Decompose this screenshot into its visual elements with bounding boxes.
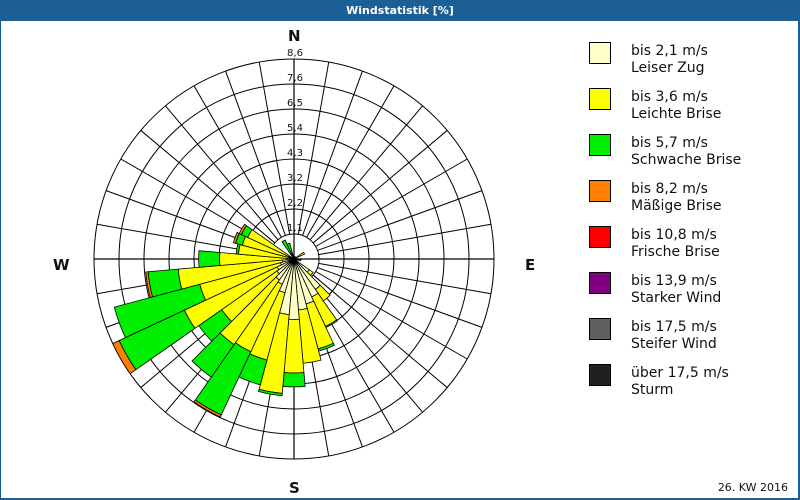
- legend-range: bis 3,6 m/s: [631, 89, 708, 105]
- legend-swatch: [589, 180, 611, 202]
- wind-sector-band: [232, 231, 240, 244]
- legend-range: über 17,5 m/s: [631, 365, 729, 381]
- legend-range: bis 5,7 m/s: [631, 135, 708, 151]
- legend-item: bis 13,9 m/s Starker Wind: [589, 272, 789, 318]
- legend-swatch: [589, 318, 611, 340]
- wind-sector-band: [298, 258, 302, 262]
- ring-label: 7,6: [287, 73, 303, 84]
- legend-range: bis 8,2 m/s: [631, 181, 708, 197]
- legend-label: Steifer Wind: [631, 336, 717, 352]
- wind-sector-band: [238, 223, 247, 235]
- compass-south: S: [289, 479, 300, 497]
- legend-range: bis 10,8 m/s: [631, 227, 717, 243]
- compass-east: E: [525, 256, 536, 274]
- wind-sector-band: [198, 250, 221, 268]
- ring-label: 4,3: [287, 148, 303, 159]
- ring-label: 8,6: [287, 48, 303, 59]
- legend-label: Mäßige Brise: [631, 198, 722, 214]
- legend-range: bis 17,5 m/s: [631, 319, 717, 335]
- week-label: 26. KW 2016: [717, 481, 788, 494]
- ring-label: 5,4: [287, 123, 303, 134]
- wind-sector-band: [191, 332, 235, 378]
- legend-item: bis 3,6 m/s Leichte Brise: [589, 88, 789, 134]
- legend-item: bis 2,1 m/s Leiser Zug: [589, 42, 789, 88]
- legend-item: bis 10,8 m/s Frische Brise: [589, 226, 789, 272]
- wind-sector-band: [193, 399, 222, 418]
- legend-item: bis 5,7 m/s Schwache Brise: [589, 134, 789, 180]
- wind-sector-band: [281, 239, 293, 256]
- wind-sector-band: [257, 388, 283, 397]
- legend-swatch: [589, 272, 611, 294]
- legend-label: Leiser Zug: [631, 60, 705, 76]
- legend-item: über 17,5 m/s Sturm: [589, 364, 789, 410]
- ring-label: 2,2: [287, 198, 303, 209]
- legend-swatch: [589, 226, 611, 248]
- legend-swatch: [589, 134, 611, 156]
- legend-swatch: [589, 42, 611, 64]
- legend-item: bis 8,2 m/s Mäßige Brise: [589, 180, 789, 226]
- legend-label: Frische Brise: [631, 244, 720, 260]
- wind-rose: 1,1 2,2 3,2 4,3 5,4 6,5 7,6 8,6: [93, 48, 495, 460]
- wind-sector-band: [113, 283, 207, 339]
- legend-label: Leichte Brise: [631, 106, 722, 122]
- ring-label: 6,5: [287, 98, 303, 109]
- wind-sector-band: [145, 271, 153, 299]
- wind-sector-band: [282, 372, 306, 388]
- wind-sector-band: [112, 340, 137, 375]
- compass-north: N: [288, 27, 301, 45]
- legend-swatch: [589, 364, 611, 386]
- legend-range: bis 13,9 m/s: [631, 273, 717, 289]
- legend-label: Starker Wind: [631, 290, 722, 306]
- ring-label: 3,2: [287, 173, 303, 184]
- legend: bis 2,1 m/s Leiser Zug bis 3,6 m/s Leichte…: [589, 42, 789, 410]
- ring-label: 1,1: [287, 223, 303, 234]
- legend-swatch: [589, 88, 611, 110]
- legend-item: bis 17,5 m/s Steifer Wind: [589, 318, 789, 364]
- legend-label: Schwache Brise: [631, 152, 742, 168]
- chart-title: Windstatistik [%]: [0, 0, 800, 21]
- compass-west: W: [53, 256, 70, 274]
- legend-range: bis 2,1 m/s: [631, 43, 708, 59]
- legend-label: Sturm: [631, 382, 674, 398]
- wind-sector-band: [286, 242, 294, 256]
- wind-sector-band: [295, 251, 306, 259]
- chart-panel: 1,1 2,2 3,2 4,3 5,4 6,5 7,6 8,6 N E S W bis 2,1…: [1, 21, 798, 498]
